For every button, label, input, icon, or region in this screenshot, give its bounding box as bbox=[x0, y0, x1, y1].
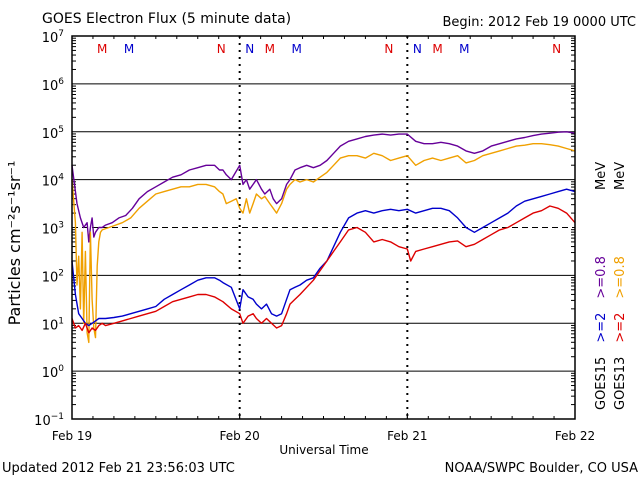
begin-time-label: Begin: 2012 Feb 19 0000 UTC bbox=[442, 15, 636, 30]
marker-M: M bbox=[124, 42, 134, 56]
x-tick-label: Feb 22 bbox=[555, 429, 595, 443]
series-line-2 bbox=[71, 188, 576, 327]
y-tick-label: 101 bbox=[42, 316, 64, 333]
marker-N: N bbox=[552, 42, 561, 56]
marker-M: M bbox=[265, 42, 275, 56]
y-tick-label: 105 bbox=[42, 125, 64, 142]
x-axis-label: Universal Time bbox=[279, 443, 368, 457]
y-tick-label: 102 bbox=[42, 268, 64, 285]
marker-M: M bbox=[97, 42, 107, 56]
y-tick-label: 103 bbox=[42, 221, 64, 238]
y-tick-label: 10−1 bbox=[34, 412, 64, 429]
marker-N: N bbox=[413, 42, 422, 56]
marker-N: N bbox=[245, 42, 254, 56]
marker-N: N bbox=[384, 42, 393, 56]
y-tick-label: 100 bbox=[42, 364, 65, 381]
y-tick-label: 104 bbox=[42, 173, 65, 190]
marker-M: M bbox=[432, 42, 442, 56]
series-line-3 bbox=[71, 205, 576, 334]
updated-timestamp: Updated 2012 Feb 21 23:56:03 UTC bbox=[2, 461, 235, 476]
legend-goes13: GOES15>=2>=0.8 bbox=[594, 256, 609, 410]
series-line-1 bbox=[71, 142, 576, 344]
series-line-0 bbox=[71, 131, 576, 243]
credit-label: NOAA/SWPC Boulder, CO USA bbox=[445, 461, 638, 476]
marker-M: M bbox=[291, 42, 301, 56]
y-tick-label: 106 bbox=[42, 77, 65, 94]
marker-N: N bbox=[217, 42, 226, 56]
x-tick-label: Feb 21 bbox=[387, 429, 427, 443]
legend-mev: MeV bbox=[613, 162, 628, 190]
legend-mev: MeV bbox=[594, 162, 609, 190]
x-tick-label: Feb 20 bbox=[219, 429, 259, 443]
y-tick-label: 107 bbox=[42, 29, 64, 46]
legend-goes15: GOES13>=2>=0.8 bbox=[613, 256, 628, 410]
plot-frame bbox=[71, 35, 576, 420]
chart-title: GOES Electron Flux (5 minute data) bbox=[42, 11, 291, 27]
y-axis-label: Particles cm⁻²s⁻¹sr⁻¹ bbox=[5, 161, 24, 326]
x-tick-label: Feb 19 bbox=[52, 429, 92, 443]
marker-M: M bbox=[459, 42, 469, 56]
